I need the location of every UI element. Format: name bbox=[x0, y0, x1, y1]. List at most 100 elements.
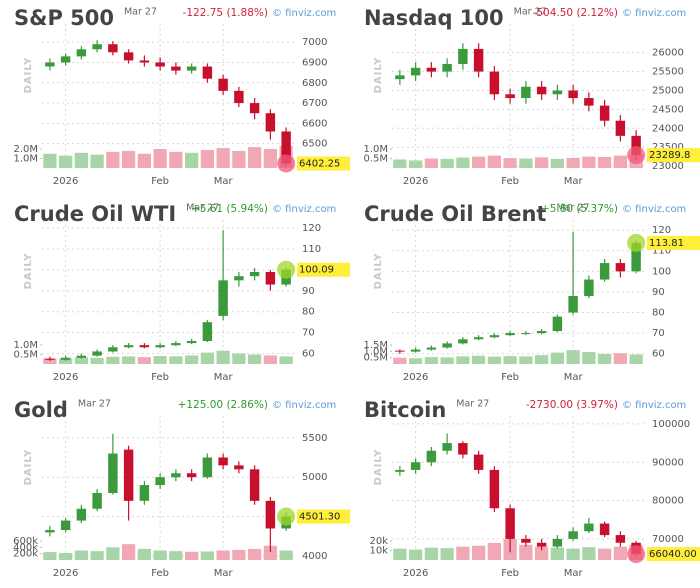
volume-bar bbox=[456, 546, 470, 560]
volume-bar bbox=[137, 357, 151, 364]
candle-body bbox=[584, 523, 594, 532]
period-label: DAILY bbox=[23, 253, 34, 290]
volume-bar bbox=[503, 356, 517, 364]
candle-body bbox=[442, 443, 452, 451]
candle-body bbox=[552, 538, 563, 547]
volume-bar bbox=[169, 356, 183, 364]
x-tick-label: Feb bbox=[501, 176, 519, 187]
candle-body bbox=[521, 86, 531, 99]
volume-bar bbox=[582, 351, 596, 364]
candle-body bbox=[489, 469, 500, 509]
change-label: -2730.00 (3.97%) bbox=[526, 399, 618, 411]
y-tick-label: 6600 bbox=[302, 118, 327, 129]
candle-body bbox=[202, 457, 213, 478]
volume-bar bbox=[566, 350, 580, 364]
x-tick-label: Mar bbox=[564, 568, 584, 579]
candle-body bbox=[536, 542, 547, 547]
volume-bar bbox=[90, 154, 104, 168]
x-tick-label: Feb bbox=[151, 176, 169, 187]
volume-bar bbox=[43, 552, 57, 560]
volume-bar bbox=[566, 157, 580, 168]
volume-tick-label: 400k bbox=[13, 542, 38, 553]
period-label: DAILY bbox=[23, 449, 34, 486]
candle-body bbox=[265, 113, 276, 132]
candle-body bbox=[45, 358, 55, 360]
volume-bar bbox=[503, 158, 517, 168]
candle-body bbox=[426, 347, 437, 350]
y-tick-label: 25500 bbox=[652, 67, 684, 78]
chart-title: Nasdaq 100 bbox=[364, 6, 504, 30]
volume-bar bbox=[122, 544, 136, 560]
volume-bar bbox=[519, 158, 533, 168]
candle-body bbox=[249, 272, 260, 277]
candle-body bbox=[395, 75, 405, 80]
candle-body bbox=[281, 131, 291, 164]
last-price-marker bbox=[627, 146, 646, 165]
volume-bar bbox=[90, 551, 104, 560]
last-price-label: 113.81 bbox=[649, 238, 684, 249]
y-tick-label: 24500 bbox=[652, 104, 684, 115]
period-label: DAILY bbox=[373, 253, 384, 290]
candle-body bbox=[458, 48, 468, 65]
volume-bar bbox=[519, 544, 533, 560]
x-tick-label: 2026 bbox=[53, 568, 78, 579]
x-tick-label: Mar bbox=[564, 372, 584, 383]
candle-body bbox=[265, 272, 276, 285]
candle-body bbox=[631, 135, 641, 156]
candle-body bbox=[234, 465, 244, 470]
date-label: Mar 27 bbox=[186, 203, 219, 214]
y-tick-label: 90 bbox=[302, 286, 315, 297]
last-price-box bbox=[297, 156, 350, 171]
volume-bar bbox=[169, 551, 183, 560]
period-label: DAILY bbox=[373, 449, 384, 486]
candle-body bbox=[521, 333, 531, 335]
candle-body bbox=[536, 86, 547, 95]
volume-bar bbox=[424, 158, 438, 168]
chart-panel: Nasdaq 100 Mar 27-504.50 (2.12%) © finviz.… bbox=[363, 6, 700, 187]
y-tick-label: 6800 bbox=[302, 78, 327, 89]
last-price-marker bbox=[277, 507, 296, 526]
candle-body bbox=[186, 341, 197, 344]
candle-body bbox=[584, 98, 594, 106]
volume-bar bbox=[137, 153, 151, 168]
candle-body bbox=[505, 333, 515, 336]
volume-bar bbox=[550, 352, 564, 364]
candle-body bbox=[76, 508, 87, 521]
volume-bar bbox=[263, 545, 277, 560]
volume-bar bbox=[153, 356, 167, 364]
candle-body bbox=[171, 343, 181, 346]
y-tick-label: 120 bbox=[302, 223, 321, 234]
y-tick-label: 7000 bbox=[302, 37, 327, 48]
candle-body bbox=[473, 48, 484, 72]
candle-body bbox=[76, 355, 87, 358]
volume-bar bbox=[232, 353, 246, 364]
x-tick-label: 2026 bbox=[403, 176, 428, 187]
volume-bar bbox=[409, 358, 423, 364]
y-tick-label: 6900 bbox=[302, 57, 327, 68]
candle-body bbox=[552, 90, 563, 95]
candle-body bbox=[92, 44, 102, 50]
volume-bar bbox=[248, 354, 262, 364]
candle-body bbox=[442, 343, 452, 348]
y-tick-label: 80000 bbox=[652, 496, 684, 507]
volume-bar bbox=[535, 157, 549, 168]
volume-bar bbox=[613, 353, 627, 364]
volume-bar bbox=[59, 553, 73, 560]
candle-body bbox=[139, 345, 150, 348]
volume-bar bbox=[74, 357, 88, 364]
change-label: +5.61 (5.94%) bbox=[191, 203, 268, 215]
source-label: © finviz.com bbox=[622, 400, 686, 411]
volume-tick-label: 0.5M bbox=[363, 154, 388, 165]
candle-body bbox=[234, 90, 244, 104]
volume-tick-label: 1.0M bbox=[13, 154, 38, 165]
x-tick-label: Mar bbox=[214, 372, 234, 383]
x-tick-label: Feb bbox=[501, 372, 519, 383]
last-price-box bbox=[647, 235, 700, 250]
volume-bar bbox=[200, 352, 214, 364]
volume-tick-label: 0.5M bbox=[363, 353, 388, 364]
candle-body bbox=[218, 78, 228, 91]
volume-bar bbox=[472, 156, 486, 168]
chart-panel: Gold Mar 27 +125.00 (2.86%) © finviz.com DAI… bbox=[13, 398, 350, 579]
volume-bar bbox=[550, 158, 564, 168]
